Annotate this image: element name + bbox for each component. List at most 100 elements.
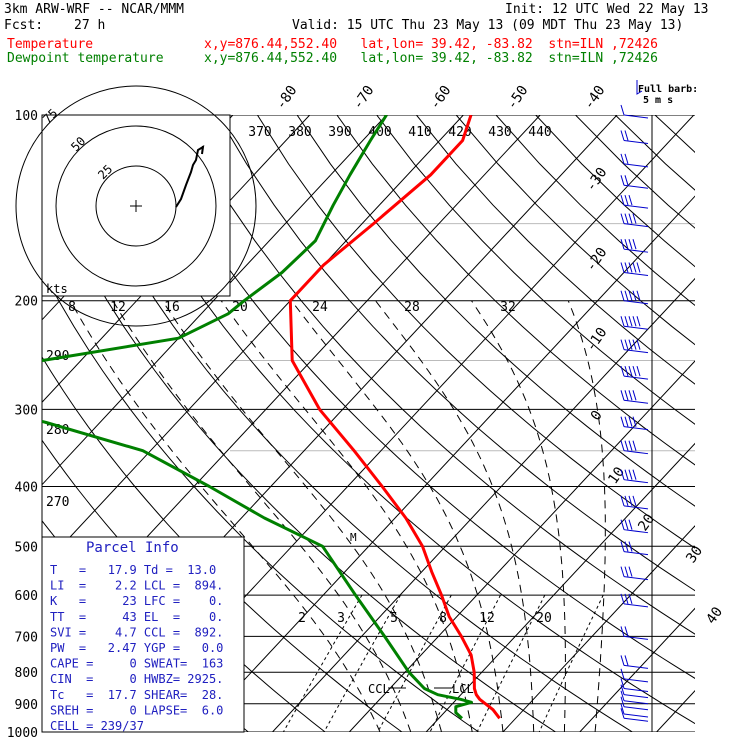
temperature-legend: Temperature [7, 37, 94, 52]
wind-barb [620, 213, 649, 228]
mixing-ratio-line [282, 594, 363, 732]
temperature-location: x,y=876.44,552.40 lat,lon= 39.42, -83.82… [204, 37, 658, 52]
isotherm-label: -10 [583, 325, 611, 355]
dry-adiabat [42, 173, 556, 732]
isotherm-label: -40 [581, 83, 609, 113]
isotherm-label: 0 [588, 408, 606, 424]
dry-adiabat [177, 115, 695, 635]
barb-flag [628, 290, 633, 301]
lcl-marker: LCL [452, 682, 474, 696]
wind-barb [620, 541, 649, 556]
mixing-ratio-label: 16 [164, 300, 180, 315]
barb-flag [620, 690, 625, 701]
isotherm-line [502, 525, 695, 732]
barb-shaft [623, 717, 649, 722]
parcel-info-panel [41, 536, 245, 733]
mixing-ratio-label: 12 [110, 300, 126, 315]
barb-shaft [623, 223, 649, 228]
pressure-tick-label: 1000 [7, 726, 38, 740]
dry-adiabat [137, 115, 695, 679]
barb-flag [624, 365, 629, 377]
moist-adiabat [471, 300, 566, 732]
barb-flag [624, 316, 629, 327]
hodograph-ring [55, 125, 217, 287]
moist-adiabat [69, 300, 381, 732]
barb-flag [628, 593, 633, 605]
dewpoint-location: x,y=876.44,552.40 lat,lon= 39.42, -83.82… [204, 51, 658, 66]
valid-time: Valid: 15 UTC Thu 23 May 13 (09 MDT Thu … [292, 18, 684, 33]
isotherm-label: 10 [605, 464, 628, 487]
barb-flag [620, 541, 625, 552]
theta-label: 380 [288, 125, 311, 140]
barb-shaft [623, 184, 649, 189]
pressure-tick-label: 100 [15, 109, 38, 124]
barb-shaft [623, 248, 649, 253]
pressure-tick-label: 700 [15, 630, 38, 645]
wind-barb [620, 130, 649, 145]
wind-barb [620, 365, 649, 380]
barb-flag [624, 416, 629, 427]
barb-shaft [623, 140, 649, 145]
barb-flag [620, 566, 625, 577]
barb-flag [620, 195, 625, 206]
temperature-trace [288, 115, 501, 720]
isotherm-label: -20 [583, 245, 611, 275]
moist-adiabat [567, 300, 606, 732]
barb-flag [628, 541, 633, 552]
wind-barb [620, 390, 649, 404]
wind-barb [620, 668, 649, 683]
barb-flag [628, 416, 633, 427]
barb-flag [624, 566, 629, 577]
barb-shaft [623, 678, 649, 683]
mixing-ratio-label: 2 [298, 611, 306, 626]
barb-flag [624, 541, 629, 552]
isotherm-label: -80 [273, 83, 301, 113]
barb-flag [632, 213, 637, 224]
parcel-info-row: CAPE = 0 SWEAT= 163 [50, 657, 223, 671]
isotherm-label: -50 [504, 83, 532, 113]
barb-shaft [623, 163, 649, 168]
barb-shaft [623, 272, 649, 276]
isotherm-line [656, 690, 695, 732]
barb-flag [620, 678, 625, 689]
barb-flag [632, 239, 637, 250]
dry-adiabat [42, 268, 479, 732]
barb-flag [624, 519, 629, 530]
barb-flag [636, 339, 641, 350]
parcel-info-row: SREH = 0 LAPSE= 6.0 [50, 703, 223, 717]
barb-flag [632, 339, 637, 350]
parcel-info-row: PW = 2.47 YGP = 0.0 [50, 641, 223, 655]
barb-flag [624, 469, 629, 480]
barb-flag [632, 495, 637, 506]
mixing-ratio-label: 28 [404, 300, 420, 315]
barb-flag [624, 339, 629, 350]
dry-adiabat [416, 115, 695, 385]
barb-flag [624, 262, 629, 273]
barb-flag [628, 440, 633, 451]
mixing-ratio-line [538, 594, 604, 732]
theta-label: 370 [248, 125, 271, 140]
isotherm-label: 30 [683, 543, 706, 566]
pressure-tick-label: 900 [15, 698, 38, 713]
pressure-tick-label: 200 [15, 295, 38, 310]
isotherm-line [42, 115, 387, 486]
barb-shaft [623, 551, 649, 556]
dry-adiabat [376, 115, 695, 425]
dry-adiabat [217, 115, 695, 592]
barb-flag [628, 213, 633, 224]
barb-shaft [623, 706, 649, 711]
mixing-ratio-line [429, 594, 501, 732]
mixing-ratio-label: 5 [390, 611, 398, 626]
barb-flag [624, 153, 629, 164]
mixing-ratio-label: 32 [500, 300, 516, 315]
barb-flag [624, 239, 629, 250]
barb-flag [636, 365, 641, 377]
barb-flag [620, 239, 625, 250]
wind-barb [620, 593, 649, 608]
barb-flag [620, 130, 625, 141]
barb-shaft [623, 576, 649, 581]
wind-barb [620, 678, 649, 692]
barb-shaft [623, 694, 649, 699]
barb-shaft [623, 635, 649, 640]
barb-flag [620, 469, 625, 480]
